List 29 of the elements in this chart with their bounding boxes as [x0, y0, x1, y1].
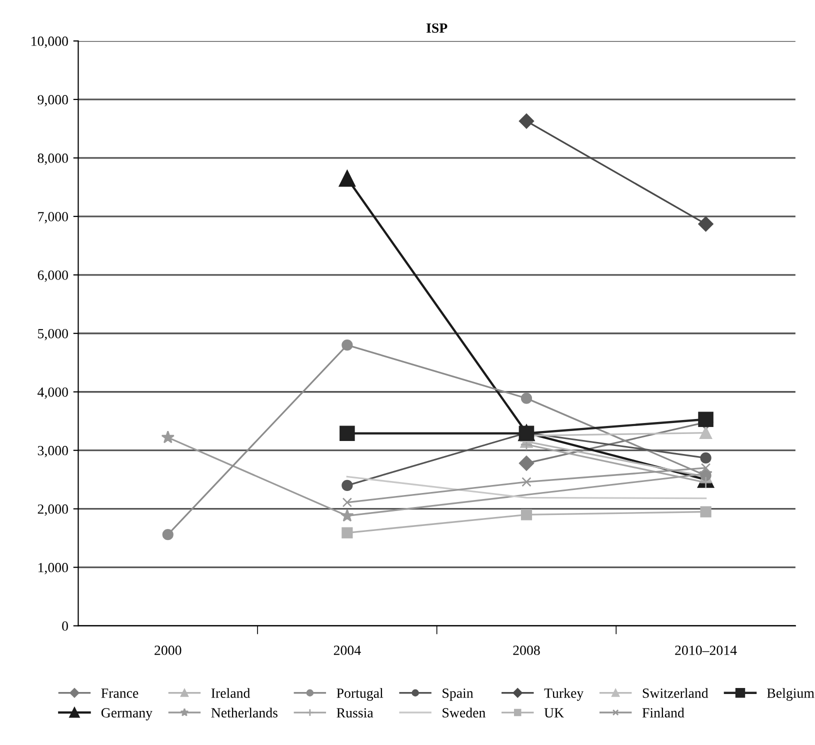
x-tick-label: 2008	[513, 646, 540, 656]
legend-label: Belgium	[767, 688, 814, 701]
legend-label: Russia	[336, 708, 374, 718]
x-tick-label: 2010–2014	[675, 646, 737, 656]
legend-label: Spain	[442, 688, 474, 701]
y-tick-label: 2,000	[38, 504, 68, 516]
y-tick-label: 9,000	[38, 95, 68, 106]
legend-label: Sweden	[442, 708, 486, 718]
x-tick-label: 2000	[154, 646, 182, 656]
y-tick-label: 3,000	[38, 446, 68, 458]
y-tick-label: 5,000	[38, 328, 68, 340]
y-tick-label: 4,000	[38, 387, 68, 399]
y-tick-label: 8,000	[38, 154, 68, 165]
legend-label: Netherlands	[211, 708, 278, 718]
y-tick-label: 10,000	[32, 36, 68, 48]
legend-label: Ireland	[211, 688, 250, 698]
legend-label: Switzerland	[642, 688, 708, 698]
y-tick-label: 0	[62, 621, 68, 631]
y-tick-label: 7,000	[38, 212, 68, 224]
legend-label: Finland	[642, 708, 684, 718]
y-tick-label: 6,000	[38, 270, 68, 282]
y-tick-label: 1,000	[38, 562, 68, 574]
x-tick-label: 2004	[334, 646, 361, 656]
legend-label: Portugal	[336, 688, 384, 701]
legend-label: UK	[544, 708, 564, 718]
legend-label: Turkey	[544, 688, 584, 701]
legend-label: France	[101, 688, 138, 698]
chart-title: ISP	[426, 23, 448, 33]
legend-label: Germany	[101, 708, 152, 720]
